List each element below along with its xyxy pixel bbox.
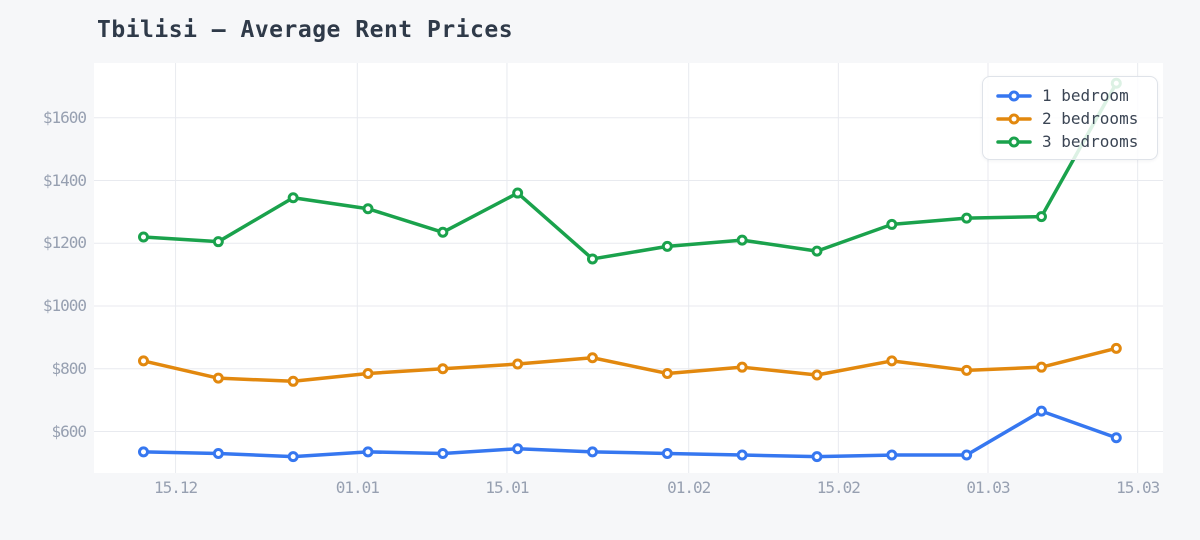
data-point-1-bedroom[interactable] [212, 447, 224, 459]
data-point-2-bedrooms[interactable] [138, 355, 149, 367]
y-axis-tick-label: $1600 [42, 107, 87, 127]
legend-line-marker-icon [996, 136, 1032, 147]
legend-item-2-bedrooms[interactable]: 2 bedrooms [995, 107, 1157, 130]
data-point-3-bedrooms[interactable] [961, 212, 973, 224]
line-chart [94, 63, 1163, 473]
data-point-3-bedrooms[interactable] [212, 236, 224, 248]
y-axis-tick-label: $800 [51, 358, 87, 378]
data-point-1-bedroom[interactable] [287, 451, 299, 463]
data-point-3-bedrooms[interactable] [886, 218, 898, 230]
data-point-2-bedrooms[interactable] [811, 369, 823, 381]
data-point-1-bedroom[interactable] [811, 451, 823, 463]
data-point-3-bedrooms[interactable] [586, 253, 598, 265]
data-point-3-bedrooms[interactable] [362, 203, 374, 215]
data-point-1-bedroom[interactable] [138, 446, 149, 458]
data-point-1-bedroom[interactable] [961, 449, 973, 461]
series-line-3-bedrooms [141, 81, 1119, 261]
data-point-2-bedrooms[interactable] [512, 358, 524, 370]
x-axis-tick-label: 01.03 [966, 478, 1010, 497]
data-point-1-bedroom[interactable] [661, 447, 673, 459]
data-point-2-bedrooms[interactable] [661, 367, 673, 379]
x-axis-tick-label: 15.03 [1116, 478, 1160, 497]
data-point-2-bedrooms[interactable] [961, 364, 973, 376]
data-point-2-bedrooms[interactable] [287, 375, 299, 387]
legend-line-marker-icon [996, 113, 1032, 124]
data-point-2-bedrooms[interactable] [736, 361, 748, 373]
series-line-2-bedrooms [141, 346, 1119, 384]
legend: 1 bedroom 2 bedrooms 3 bedrooms [982, 76, 1158, 160]
legend-item-label: 2 bedrooms [1042, 109, 1139, 128]
data-point-1-bedroom[interactable] [586, 446, 598, 458]
data-point-1-bedroom[interactable] [1110, 432, 1122, 444]
legend-item-label: 3 bedrooms [1042, 132, 1139, 151]
data-point-2-bedrooms[interactable] [437, 363, 449, 375]
x-axis-tick-label: 15.12 [153, 478, 198, 497]
data-point-2-bedrooms[interactable] [1035, 361, 1047, 373]
y-axis-tick-label: $1200 [42, 233, 87, 253]
data-point-2-bedrooms[interactable] [886, 355, 898, 367]
chart-title: Tbilisi — Average Rent Prices [97, 17, 514, 43]
data-point-1-bedroom[interactable] [736, 449, 748, 461]
data-point-3-bedrooms[interactable] [811, 245, 823, 257]
data-point-3-bedrooms[interactable] [138, 231, 149, 243]
x-axis-tick-label: 15.02 [816, 478, 861, 497]
legend-item-label: 1 bedroom [1042, 86, 1129, 105]
data-point-3-bedrooms[interactable] [287, 192, 299, 204]
data-point-1-bedroom[interactable] [437, 447, 449, 459]
data-point-3-bedrooms[interactable] [661, 240, 673, 252]
legend-item-3-bedrooms[interactable]: 3 bedrooms [995, 130, 1157, 153]
data-point-3-bedrooms[interactable] [512, 187, 524, 199]
legend-item-1-bedroom[interactable]: 1 bedroom [995, 84, 1157, 107]
data-point-1-bedroom[interactable] [512, 443, 524, 455]
data-point-3-bedrooms[interactable] [1035, 211, 1047, 223]
data-point-2-bedrooms[interactable] [1110, 342, 1122, 354]
x-axis-tick-label: 01.02 [667, 478, 711, 497]
data-point-1-bedroom[interactable] [362, 446, 374, 458]
legend-line-marker-icon [996, 90, 1032, 101]
data-point-1-bedroom[interactable] [1035, 405, 1047, 417]
y-axis-tick-label: $1000 [42, 296, 87, 315]
data-point-2-bedrooms[interactable] [586, 352, 598, 364]
y-axis-tick-label: $1400 [42, 170, 87, 190]
data-point-3-bedrooms[interactable] [437, 226, 449, 238]
series-line-1-bedroom [141, 409, 1119, 459]
x-axis-tick-label: 15.01 [485, 478, 529, 497]
data-point-2-bedrooms[interactable] [212, 372, 224, 384]
data-point-3-bedrooms[interactable] [736, 234, 748, 246]
data-point-2-bedrooms[interactable] [362, 367, 374, 379]
y-axis-tick-label: $600 [51, 421, 87, 441]
data-point-1-bedroom[interactable] [886, 449, 898, 461]
x-axis-tick-label: 01.01 [335, 478, 380, 497]
